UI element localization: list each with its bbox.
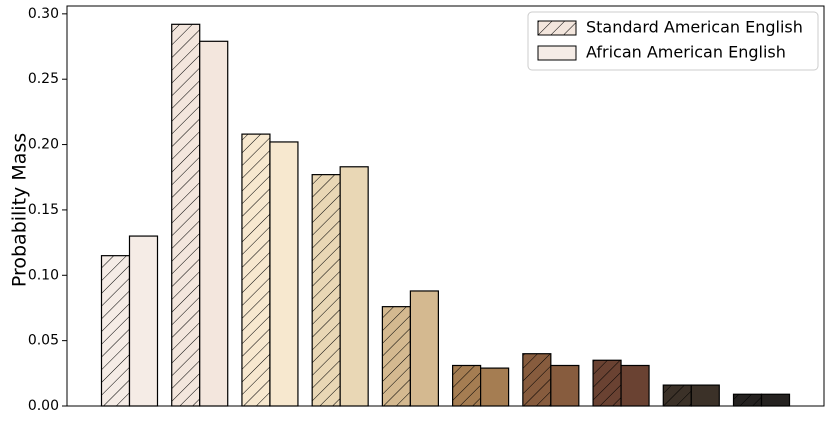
legend-swatch bbox=[537, 45, 577, 61]
bar-hatch bbox=[101, 255, 130, 406]
bar-hatch bbox=[452, 365, 481, 406]
legend-label: Standard American English bbox=[586, 18, 803, 37]
bar bbox=[690, 384, 720, 407]
bar-hatch bbox=[241, 134, 270, 407]
y-tick-label: 0.30 bbox=[28, 6, 59, 22]
bar bbox=[620, 364, 650, 407]
plot-frame bbox=[66, 5, 825, 407]
bar bbox=[339, 166, 369, 407]
bar-hatch bbox=[733, 394, 762, 406]
legend-label: African American English bbox=[586, 43, 786, 62]
bar bbox=[550, 364, 580, 407]
bar bbox=[409, 290, 439, 407]
y-tick-label: 0.10 bbox=[28, 267, 59, 283]
bar bbox=[480, 367, 510, 407]
bar-hatch bbox=[312, 174, 341, 406]
bar-hatch bbox=[593, 360, 622, 406]
bar bbox=[269, 141, 299, 407]
y-tick-label: 0.20 bbox=[28, 137, 59, 153]
bar-hatch bbox=[382, 306, 411, 406]
y-tick-label: 0.05 bbox=[28, 333, 59, 349]
bar bbox=[128, 235, 159, 407]
bar-hatch bbox=[522, 353, 551, 406]
y-tick-label: 0.25 bbox=[28, 71, 59, 87]
y-axis-label: Probability Mass bbox=[9, 133, 31, 287]
legend-hatch bbox=[538, 21, 576, 35]
legend-box bbox=[527, 11, 819, 71]
bar-hatch bbox=[663, 385, 692, 406]
bar bbox=[760, 393, 791, 407]
bar bbox=[199, 40, 229, 407]
bar-hatch bbox=[171, 24, 200, 406]
y-tick-label: 0.00 bbox=[28, 398, 59, 414]
y-tick-label: 0.15 bbox=[28, 202, 59, 218]
